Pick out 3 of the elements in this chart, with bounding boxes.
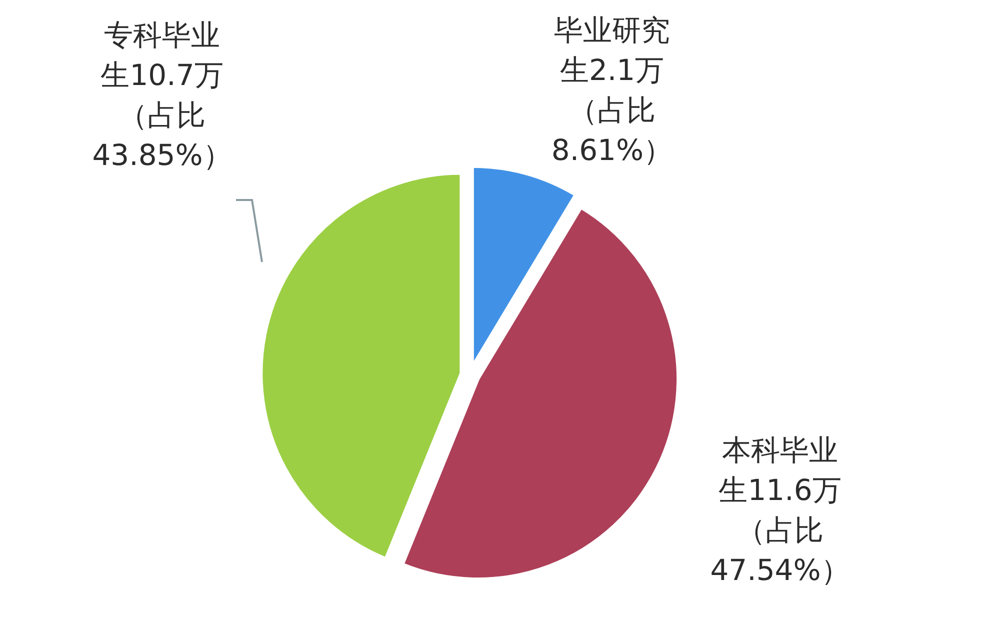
slice-label: 本科毕业生11.6万（占比47.54%） xyxy=(710,433,850,587)
slice-label: 毕业研究生2.1万（占比8.61%） xyxy=(551,13,673,167)
slice-label: 专科毕业生10.7万（占比43.85%） xyxy=(92,18,232,172)
